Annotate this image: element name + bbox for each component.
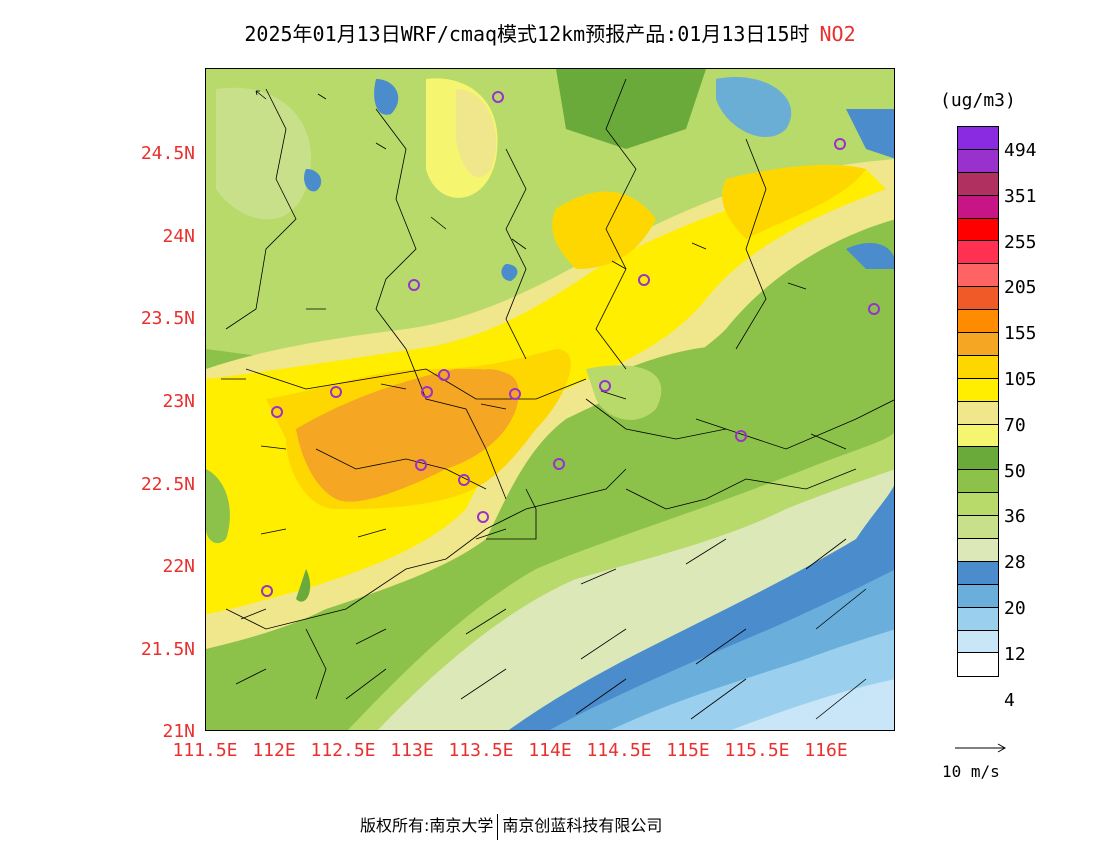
y-tick-label: 21N: [162, 721, 195, 742]
colorbar-swatch: [958, 653, 998, 677]
x-tick-label: 113E: [390, 740, 434, 761]
y-tick-label: 23N: [162, 391, 195, 412]
y-tick-label: 24N: [162, 226, 195, 247]
colorbar-swatch: [958, 401, 998, 425]
copyright-footer: 版权所有:南京大学 南京创蓝科技有限公司: [360, 812, 662, 840]
colorbar-label: 494: [1004, 140, 1037, 161]
colorbar-label: 155: [1004, 323, 1037, 345]
colorbar-swatch: [958, 561, 998, 585]
colorbar-label: 70: [1004, 414, 1026, 436]
city-marker: [599, 380, 611, 392]
colorbar-units: (ug/m3): [940, 90, 1016, 111]
colorbar-swatch: [958, 516, 998, 540]
city-marker: [408, 279, 420, 291]
x-tick-label: 113.5E: [448, 740, 514, 761]
x-tick-label: 112.5E: [310, 740, 376, 761]
x-tick-label: 115E: [666, 740, 710, 761]
x-tick-label: 115.5E: [724, 740, 790, 761]
y-tick-label: 23.5N: [140, 308, 195, 329]
y-tick-label: 22N: [162, 556, 195, 577]
city-marker: [553, 458, 565, 470]
city-marker: [271, 406, 283, 418]
city-marker: [492, 91, 504, 103]
colorbar-swatch: [958, 447, 998, 471]
colorbar-label: 12: [1004, 643, 1026, 665]
colorbar-label: 28: [1004, 552, 1026, 574]
city-marker: [458, 474, 470, 486]
footer-divider: [497, 813, 499, 840]
city-marker: [421, 386, 433, 398]
colorbar-label: 105: [1004, 369, 1037, 390]
colorbar-label: 255: [1004, 231, 1037, 253]
colorbar-label: 4: [1004, 689, 1015, 711]
colorbar-label: 36: [1004, 506, 1026, 528]
colorbar-swatch: [958, 172, 998, 196]
footer-right: 南京创蓝科技有限公司: [502, 816, 663, 835]
colorbar-swatch: [958, 584, 998, 608]
colorbar-swatch: [958, 539, 998, 562]
x-tick-label: 111.5E: [172, 740, 238, 761]
colorbar-label: 205: [1004, 277, 1037, 299]
colorbar-swatch: [958, 607, 998, 631]
x-tick-label: 114.5E: [586, 740, 652, 761]
city-marker: [735, 430, 747, 442]
y-tick-label: 24.5N: [140, 143, 195, 164]
title-text: 2025年01月13日WRF/cmaq模式12km预报产品:01月13日15时: [244, 22, 810, 46]
y-tick-label: 21.5N: [140, 639, 195, 660]
colorbar-swatch: [958, 333, 998, 356]
colorbar-swatch: [958, 493, 998, 517]
city-marker: [477, 511, 489, 523]
colorbar-label: 20: [1004, 598, 1026, 619]
colorbar-swatch: [958, 264, 998, 288]
city-marker: [438, 369, 450, 381]
footer-left: 版权所有:南京大学: [360, 816, 494, 835]
no2-concentration-map: [205, 68, 895, 731]
colorbar-swatch: [958, 287, 998, 311]
colorbar-swatch: [958, 355, 998, 379]
city-marker: [415, 459, 427, 471]
colorbar-swatch: [958, 149, 998, 173]
colorbar-label: 351: [1004, 185, 1037, 207]
wind-reference-arrow: [940, 740, 1030, 760]
colorbar-swatch: [958, 127, 998, 150]
colorbar-swatch: [958, 310, 998, 334]
city-marker: [638, 274, 650, 286]
city-marker: [509, 388, 521, 400]
x-tick-label: 112E: [252, 740, 296, 761]
species-label: NO2: [819, 22, 856, 46]
colorbar-swatch: [958, 195, 998, 219]
map-title: 2025年01月13日WRF/cmaq模式12km预报产品:01月13日15时 N…: [0, 18, 1100, 47]
colorbar-swatch: [958, 378, 998, 402]
colorbar-swatch: [958, 630, 998, 654]
wind-reference-label: 10 m/s: [942, 762, 1000, 781]
colorbar-swatch: [958, 424, 998, 448]
x-tick-label: 114E: [528, 740, 572, 761]
colorbar-label: 50: [1004, 460, 1026, 482]
city-marker: [261, 585, 273, 597]
colorbar: [957, 126, 999, 678]
city-marker: [330, 386, 342, 398]
colorbar-swatch: [958, 470, 998, 494]
colorbar-swatch: [958, 218, 998, 242]
colorbar-swatch: [958, 241, 998, 265]
city-marker: [834, 138, 846, 150]
x-tick-label: 116E: [804, 740, 848, 761]
y-tick-label: 22.5N: [140, 474, 195, 495]
map-svg: [206, 69, 894, 730]
city-marker: [868, 303, 880, 315]
